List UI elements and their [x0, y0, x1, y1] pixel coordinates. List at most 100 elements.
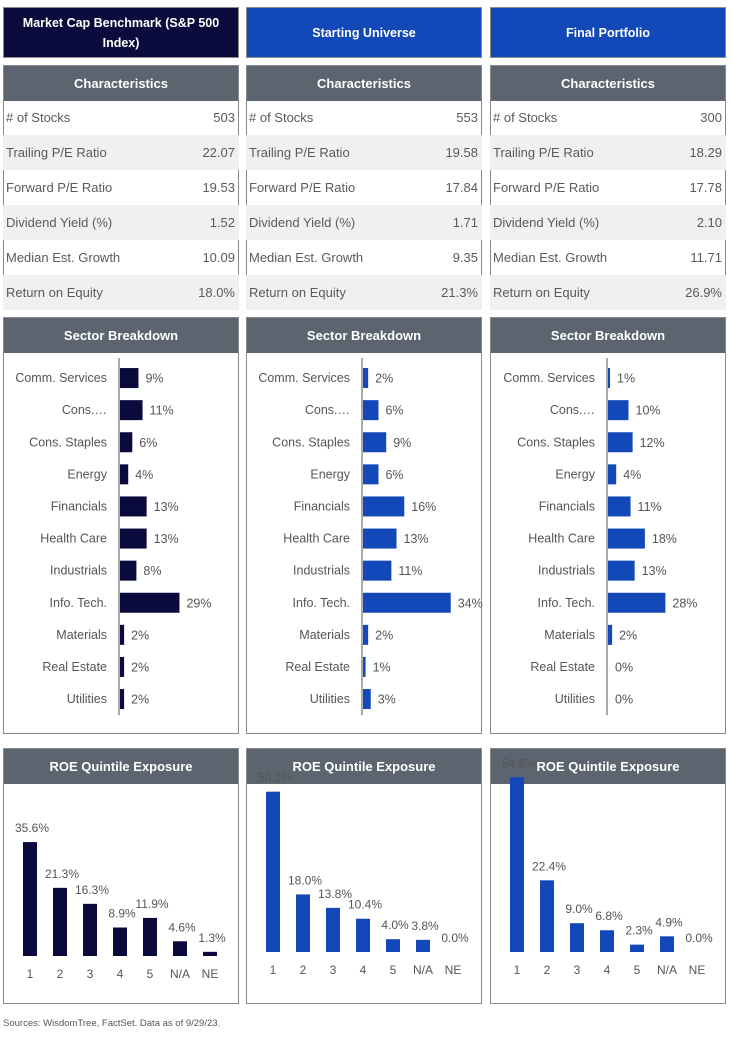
roe-category-label: NE	[689, 963, 706, 977]
roe-header: ROE Quintile Exposure	[3, 748, 239, 784]
roe-bar	[600, 930, 614, 952]
roe-category-label: 4	[117, 967, 124, 981]
sector-category-label: Energy	[310, 467, 350, 481]
sector-value-label: 11%	[398, 564, 422, 578]
sector-bar	[608, 528, 645, 549]
row-label: Median Est. Growth	[6, 250, 121, 265]
roe-bar	[540, 880, 554, 952]
roe-value-label: 4.6%	[168, 920, 196, 934]
sector-bar	[608, 464, 617, 485]
sector-value-label: 4%	[135, 468, 153, 482]
roe-value-label: 4.9%	[655, 915, 683, 929]
sector-category-label: Materials	[544, 628, 595, 642]
roe-header: ROE Quintile Exposure	[246, 748, 482, 784]
column-title: Final Portfolio	[490, 7, 726, 58]
sector-value-label: 0%	[615, 693, 633, 707]
roe-value-label: 54.6%	[502, 756, 536, 770]
roe-category-label: 5	[390, 963, 397, 977]
sector-bar	[363, 560, 392, 581]
row-label: Median Est. Growth	[493, 250, 608, 265]
row-label: Median Est. Growth	[249, 250, 364, 265]
sector-category-label: Utilities	[555, 692, 595, 706]
table-row: Dividend Yield (%) 1.52	[3, 205, 239, 240]
sector-bar	[120, 624, 125, 645]
roe-bar	[266, 791, 280, 952]
roe-category-label: 1	[514, 963, 521, 977]
table-row: Trailing P/E Ratio 22.07	[3, 135, 239, 170]
sector-category-label: Cons. Staples	[272, 435, 350, 449]
sector-bar	[363, 592, 451, 613]
roe-value-label: 13.8%	[318, 887, 352, 901]
table-row: Return on Equity 26.9%	[490, 275, 726, 310]
table-row: Trailing P/E Ratio 18.29	[490, 135, 726, 170]
sector-value-label: 13%	[154, 532, 179, 546]
sector-category-label: Cons. Staples	[517, 435, 595, 449]
sector-value-label: 2%	[131, 693, 149, 707]
roe-value-label: 0.0%	[685, 931, 713, 945]
sector-chart: Comm. Services 2% Cons.… 6% Cons. Staples 9% E…	[258, 358, 483, 716]
row-value: 18.0%	[198, 285, 235, 300]
sector-value-label: 12%	[640, 436, 665, 450]
source-note: Sources: WisdomTree, FactSet. Data as of…	[3, 1018, 221, 1029]
sector-category-label: Real Estate	[42, 660, 107, 674]
sector-category-label: Materials	[299, 628, 350, 642]
table-row: Median Est. Growth 9.35	[246, 240, 482, 275]
characteristics-header: Characteristics	[3, 65, 239, 101]
sector-bar	[120, 656, 125, 677]
roe-chart: 50.1% 1 18.0% 2 13.8% 3 10.4% 4 4.0% 5 3.8% N/A 0.0%…	[258, 771, 469, 977]
row-value: 2.10	[696, 215, 722, 230]
row-label: Return on Equity	[6, 285, 103, 300]
roe-value-label: 3.8%	[411, 919, 439, 933]
row-label: Dividend Yield (%)	[6, 215, 113, 230]
sector-box	[246, 317, 482, 734]
roe-bar	[510, 777, 524, 952]
table-row: Trailing P/E Ratio 19.58	[246, 135, 482, 170]
sector-value-label: 2%	[619, 628, 637, 642]
roe-bar	[356, 918, 370, 952]
row-label: Forward P/E Ratio	[249, 180, 356, 195]
sector-bar	[363, 464, 379, 485]
roe-header: ROE Quintile Exposure	[490, 748, 726, 784]
sector-category-label: Industrials	[538, 564, 595, 578]
roe-bar	[630, 944, 644, 952]
sector-bar	[363, 368, 369, 389]
roe-category-label: 5	[634, 963, 641, 977]
roe-bar	[326, 907, 340, 952]
sector-value-label: 6%	[139, 436, 157, 450]
table-row: Dividend Yield (%) 2.10	[490, 205, 726, 240]
sector-value-label: 9%	[145, 372, 163, 386]
sector-category-label: Info. Tech.	[50, 596, 107, 610]
roe-bar	[23, 842, 37, 956]
sector-category-label: Real Estate	[285, 660, 350, 674]
roe-value-label: 11.9%	[135, 897, 168, 911]
sector-bar	[363, 528, 397, 549]
roe-value-label: 16.3%	[75, 883, 109, 897]
sector-bar	[608, 592, 666, 613]
roe-value-label: 18.0%	[288, 873, 322, 887]
sector-bar	[363, 689, 371, 710]
sector-value-label: 13%	[154, 500, 179, 514]
row-value: 22.07	[202, 145, 235, 160]
sector-chart: Comm. Services 9% Cons.… 11% Cons. Staples 6%…	[15, 358, 211, 716]
sector-category-label: Health Care	[283, 532, 350, 546]
roe-category-label: NE	[202, 967, 219, 981]
sector-category-label: Cons. Staples	[29, 435, 107, 449]
sector-category-label: Health Care	[40, 532, 107, 546]
row-value: 18.29	[689, 145, 722, 160]
roe-bar	[416, 939, 430, 952]
sector-value-label: 13%	[404, 532, 429, 546]
roe-value-label: 50.1%	[258, 771, 292, 785]
row-label: Trailing P/E Ratio	[249, 145, 350, 160]
row-value: 21.3%	[441, 285, 478, 300]
sector-bar	[608, 400, 629, 421]
sector-category-label: Materials	[56, 628, 107, 642]
sector-value-label: 6%	[385, 468, 403, 482]
sector-value-label: 28%	[672, 596, 697, 610]
sector-category-label: Health Care	[528, 532, 595, 546]
sector-category-label: Cons.…	[62, 403, 107, 417]
sector-category-label: Energy	[555, 467, 595, 481]
table-row: # of Stocks 300	[490, 100, 726, 135]
row-value: 19.58	[445, 145, 478, 160]
sector-category-label: Comm. Services	[15, 371, 107, 385]
sector-value-label: 13%	[642, 564, 667, 578]
